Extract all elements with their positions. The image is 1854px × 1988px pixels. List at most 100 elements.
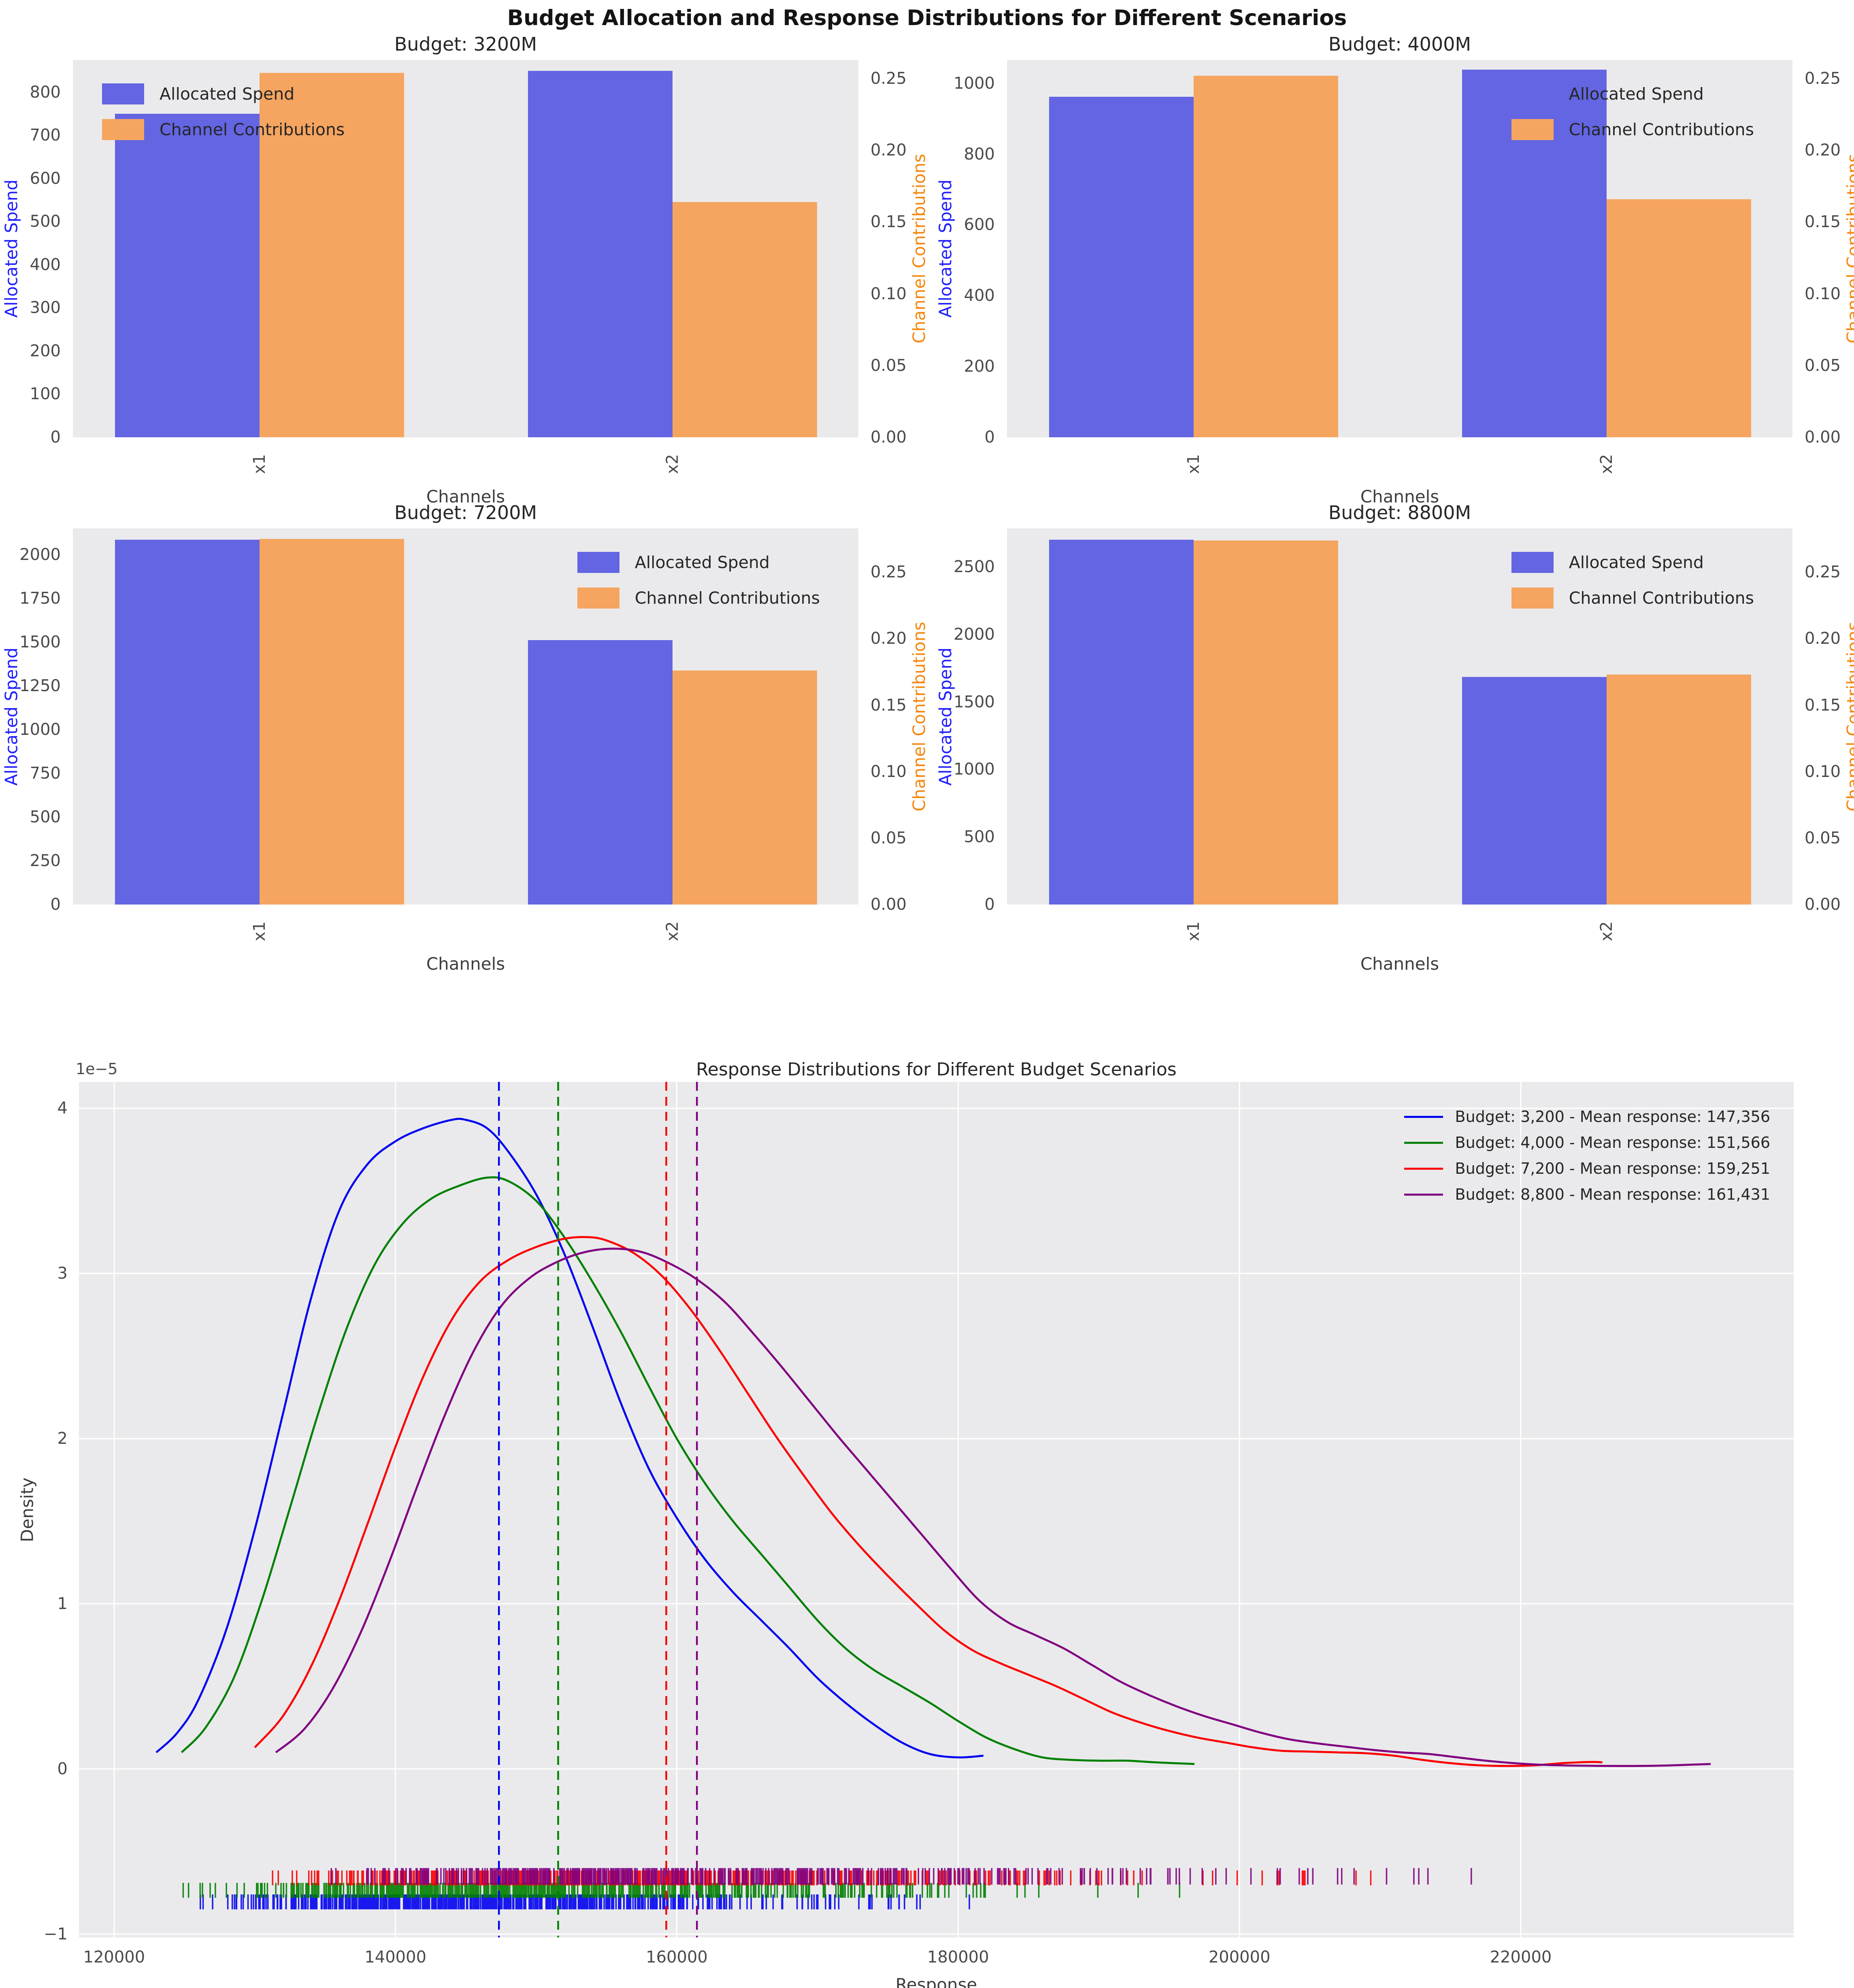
y-axis-tick-left: 500 — [30, 212, 61, 231]
y-axis-tick-left: 1500 — [954, 692, 995, 711]
bar-legend: Allocated Spend Channel Contributions — [1511, 552, 1754, 609]
y-axis-offset-label: 1e−5 — [76, 1060, 118, 1078]
subplot-budget-4000: Budget: 4000M Allocated Spend Channel Con… — [936, 33, 1854, 507]
allocated-spend-bar — [115, 539, 260, 905]
y-axis-tick-right: 0.10 — [871, 284, 907, 303]
subplot-title: Response Distributions for Different Bud… — [696, 1059, 1177, 1080]
legend-label: Channel Contributions — [1569, 120, 1754, 139]
x-axis-tick: 140000 — [364, 1948, 427, 1967]
allocated-spend-bar — [1049, 96, 1194, 437]
y-axis-tick: 4 — [57, 1099, 68, 1118]
legend-label: Channel Contributions — [160, 120, 345, 139]
y-axis-tick-left: 1000 — [954, 760, 995, 779]
x-axis-tick-category: x1 — [1184, 921, 1203, 941]
channel-contributions-swatch — [1511, 587, 1554, 609]
y-axis-tick-right: 0.10 — [1805, 762, 1841, 781]
allocated-spend-bar — [528, 640, 673, 905]
x-axis-tick-category: x2 — [1597, 921, 1616, 941]
rug-row-kde_green — [182, 1883, 1181, 1898]
legend-item: Allocated Spend — [577, 552, 820, 573]
x-axis-label-response: Response — [895, 1975, 977, 1988]
x-axis-tick-category: x2 — [663, 921, 682, 941]
x-axis-label-channels: Channels — [1360, 954, 1439, 974]
y-axis-tick-right: 0.15 — [1805, 696, 1841, 715]
legend-item: Allocated Spend — [102, 83, 345, 104]
allocated-spend-swatch — [1511, 552, 1554, 573]
y-axis-tick-left: 1250 — [19, 676, 61, 695]
legend-item: Channel Contributions — [1511, 119, 1754, 140]
y-axis-label-allocated-spend: Allocated Spend — [935, 179, 956, 318]
y-axis-tick-right: 0.10 — [871, 762, 907, 781]
channel-contribution-bar — [259, 72, 404, 437]
y-axis-tick-right: 0.15 — [871, 696, 907, 715]
y-axis-label-channel-contributions: Channel Contributions — [909, 622, 929, 811]
kde-axes: Budget: 3,200 - Mean response: 147,356 Bu… — [79, 1082, 1794, 1937]
subplot-title: Budget: 8800M — [1328, 502, 1471, 524]
allocated-spend-bar — [115, 114, 260, 437]
channel-contribution-bar — [259, 539, 404, 905]
channel-contribution-bar — [672, 670, 817, 905]
bar-axes: Allocated Spend Channel Contributions — [73, 60, 858, 437]
x-axis-tick-category: x2 — [1597, 454, 1616, 474]
x-axis-tick-category: x1 — [250, 921, 269, 941]
y-axis-tick-left: 500 — [964, 828, 995, 847]
channel-contribution-bar — [1606, 199, 1751, 437]
y-axis-tick-left: 200 — [30, 341, 61, 360]
legend-item: Channel Contributions — [577, 587, 820, 609]
y-axis-tick-left: 750 — [30, 764, 61, 783]
y-axis-tick-left: 600 — [30, 169, 61, 188]
subplot-budget-3200: Budget: 3200M Allocated Spend Channel Con… — [2, 33, 929, 507]
bar-legend: Allocated Spend Channel Contributions — [1511, 83, 1754, 140]
y-axis-tick-left: 1000 — [954, 74, 995, 93]
kde-plot-canvas — [79, 1082, 1794, 1937]
channel-contribution-bar — [1606, 675, 1751, 905]
legend-line-swatch — [1404, 1115, 1443, 1118]
y-axis-tick-left: 1500 — [19, 632, 61, 651]
rug-ticks — [182, 1883, 1181, 1898]
y-axis-tick-right: 0.05 — [1805, 828, 1841, 847]
legend-label: Allocated Spend — [1569, 84, 1704, 104]
channel-contribution-bar — [672, 202, 817, 437]
legend-item: Budget: 7,200 - Mean response: 159,251 — [1404, 1160, 1770, 1177]
y-axis-label-channel-contributions: Channel Contributions — [1843, 153, 1854, 344]
y-axis-tick-left: 100 — [30, 385, 61, 404]
y-axis-tick-right: 0.00 — [871, 428, 907, 447]
y-axis-tick-left: 0 — [50, 895, 61, 914]
allocated-spend-swatch — [1511, 83, 1554, 104]
y-axis-tick-right: 0.20 — [1805, 629, 1841, 648]
x-axis-tick-category: x1 — [1184, 454, 1203, 474]
legend-line-swatch — [1404, 1193, 1443, 1196]
legend-item: Channel Contributions — [1511, 587, 1754, 609]
bar-legend: Allocated Spend Channel Contributions — [577, 552, 820, 609]
rug-row-kde_purple — [330, 1868, 1472, 1885]
subplot-title: Budget: 4000M — [1328, 33, 1471, 55]
legend-item: Budget: 8,800 - Mean response: 161,431 — [1404, 1186, 1770, 1203]
y-axis-label-allocated-spend: Allocated Spend — [1, 179, 21, 318]
y-axis-tick-left: 300 — [30, 298, 61, 317]
y-axis-tick-left: 1750 — [19, 589, 61, 608]
y-axis-tick-left: 250 — [30, 851, 61, 870]
y-axis-tick-right: 0.25 — [871, 69, 907, 88]
x-axis-tick-category: x1 — [250, 454, 269, 474]
bar-axes: Allocated Spend Channel Contributions — [1007, 60, 1792, 437]
x-axis-tick: 220000 — [1490, 1948, 1552, 1967]
channel-contributions-swatch — [1511, 119, 1554, 140]
channel-contributions-swatch — [577, 587, 619, 609]
kde-curve-kde_green — [181, 1176, 1195, 1765]
legend-label: Channel Contributions — [1569, 588, 1754, 608]
y-axis-tick: 3 — [57, 1264, 68, 1283]
x-axis-tick-category: x2 — [663, 454, 682, 474]
channel-contribution-bar — [1193, 540, 1338, 905]
rug-ticks — [330, 1868, 1472, 1885]
y-axis-label-allocated-spend: Allocated Spend — [935, 647, 956, 786]
subplot-title: Budget: 3200M — [394, 33, 537, 55]
y-axis-tick-left: 2000 — [954, 625, 995, 644]
legend-line-swatch — [1404, 1141, 1443, 1144]
y-axis-tick-right: 0.10 — [1805, 284, 1841, 303]
bar-axes: Allocated Spend Channel Contributions — [1007, 528, 1792, 905]
kde-curve-kde_red — [254, 1236, 1603, 1767]
y-axis-tick-left: 400 — [30, 255, 61, 274]
y-axis-tick-right: 0.15 — [1805, 213, 1841, 232]
y-axis-tick-left: 800 — [964, 145, 995, 164]
y-axis-label-channel-contributions: Channel Contributions — [909, 153, 929, 344]
